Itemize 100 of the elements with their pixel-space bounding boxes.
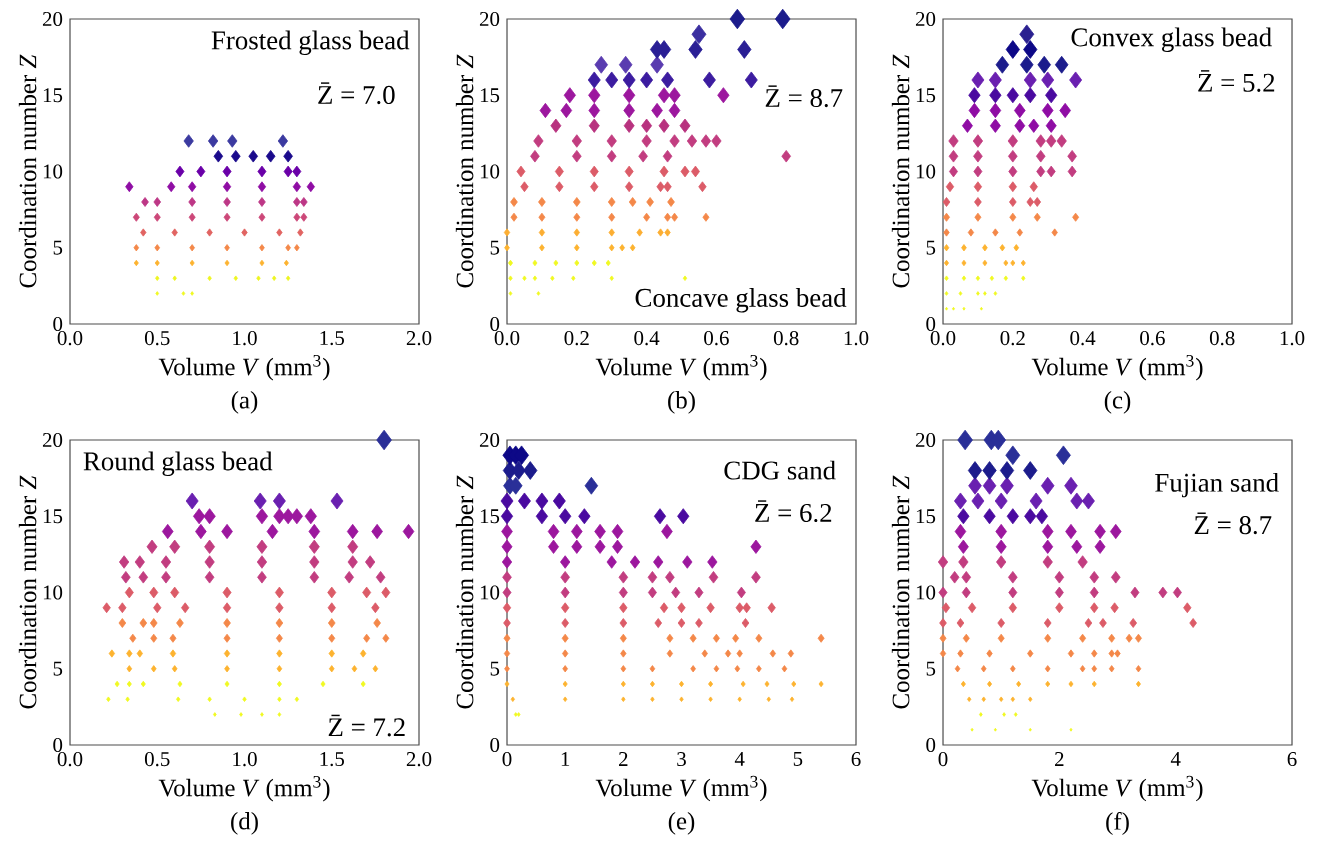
point — [1065, 523, 1077, 540]
point — [995, 539, 1007, 554]
point — [257, 571, 267, 584]
point — [1023, 40, 1038, 59]
point — [605, 259, 611, 267]
point — [259, 259, 265, 267]
point — [1020, 55, 1034, 74]
point — [535, 492, 549, 510]
point — [1046, 165, 1056, 178]
point — [1005, 40, 1020, 59]
point — [740, 680, 746, 688]
point — [500, 508, 514, 525]
point — [1082, 492, 1095, 510]
point — [1158, 586, 1168, 599]
point — [154, 244, 161, 252]
point — [175, 165, 185, 178]
point — [1110, 571, 1121, 584]
point — [989, 275, 995, 281]
text: (d) — [231, 812, 258, 835]
point — [653, 555, 664, 569]
point — [277, 696, 282, 702]
x-axis-title: Volume V (mm$^{3}$) — [158, 354, 330, 381]
point — [650, 55, 664, 74]
point — [562, 665, 568, 673]
point — [223, 649, 231, 658]
point — [275, 618, 284, 628]
point — [993, 727, 997, 732]
point — [702, 212, 710, 222]
x-tick-label: 0.0 — [930, 331, 956, 346]
point — [974, 212, 982, 222]
point — [539, 244, 545, 252]
point — [682, 555, 693, 569]
point — [1172, 586, 1182, 599]
point — [204, 539, 216, 554]
point — [1110, 602, 1119, 614]
point — [653, 508, 667, 525]
x-tick-label: 0.4 — [634, 331, 660, 346]
point — [502, 571, 512, 584]
point — [1002, 712, 1006, 717]
x-tick-label: 1.0 — [233, 331, 257, 346]
x-tick-label: 4 — [734, 752, 745, 766]
point — [989, 102, 1002, 119]
point — [224, 680, 230, 688]
point — [213, 150, 224, 163]
point — [139, 618, 148, 628]
point — [973, 165, 983, 178]
x-axis-title: Volume V (mm$^{3}$) — [595, 775, 767, 802]
point — [1044, 633, 1052, 643]
point — [373, 618, 381, 628]
point — [649, 680, 655, 688]
point — [327, 586, 337, 599]
point — [213, 712, 217, 717]
point — [223, 618, 231, 628]
point — [957, 649, 964, 658]
point — [1023, 71, 1037, 89]
y-tick-label: 0 — [53, 316, 63, 332]
point — [1056, 134, 1067, 148]
point — [539, 102, 552, 119]
point — [538, 197, 546, 207]
point — [647, 586, 657, 599]
point — [995, 55, 1010, 74]
point — [584, 476, 599, 495]
point — [608, 212, 616, 222]
point — [328, 665, 335, 673]
point — [176, 618, 184, 628]
point — [694, 586, 704, 599]
point — [206, 228, 213, 237]
point — [1005, 445, 1021, 466]
point — [1135, 665, 1142, 673]
point — [1084, 618, 1093, 628]
point — [503, 618, 511, 628]
point — [253, 492, 267, 510]
point — [996, 555, 1007, 569]
point — [1054, 586, 1064, 599]
y-tick-label: 15 — [43, 509, 63, 524]
point — [292, 165, 302, 178]
x-tick-label: 2 — [619, 752, 628, 766]
point — [118, 602, 127, 614]
point — [659, 165, 669, 178]
point — [982, 461, 997, 480]
point — [1037, 55, 1051, 74]
point — [682, 275, 688, 281]
y-tick-label: 20 — [42, 432, 63, 448]
point — [169, 633, 177, 643]
point — [204, 571, 215, 584]
point — [988, 71, 1002, 89]
point — [300, 212, 308, 222]
point — [629, 244, 636, 252]
point — [535, 508, 549, 525]
point — [501, 539, 513, 554]
annotation: CDG sand — [724, 460, 836, 480]
x-tick-label: 0.6 — [704, 331, 729, 346]
point — [190, 291, 194, 296]
point — [608, 244, 615, 252]
point — [736, 649, 743, 658]
point — [629, 555, 641, 569]
point — [1010, 259, 1016, 267]
point — [188, 212, 196, 222]
point — [1108, 665, 1115, 673]
point — [561, 633, 569, 643]
